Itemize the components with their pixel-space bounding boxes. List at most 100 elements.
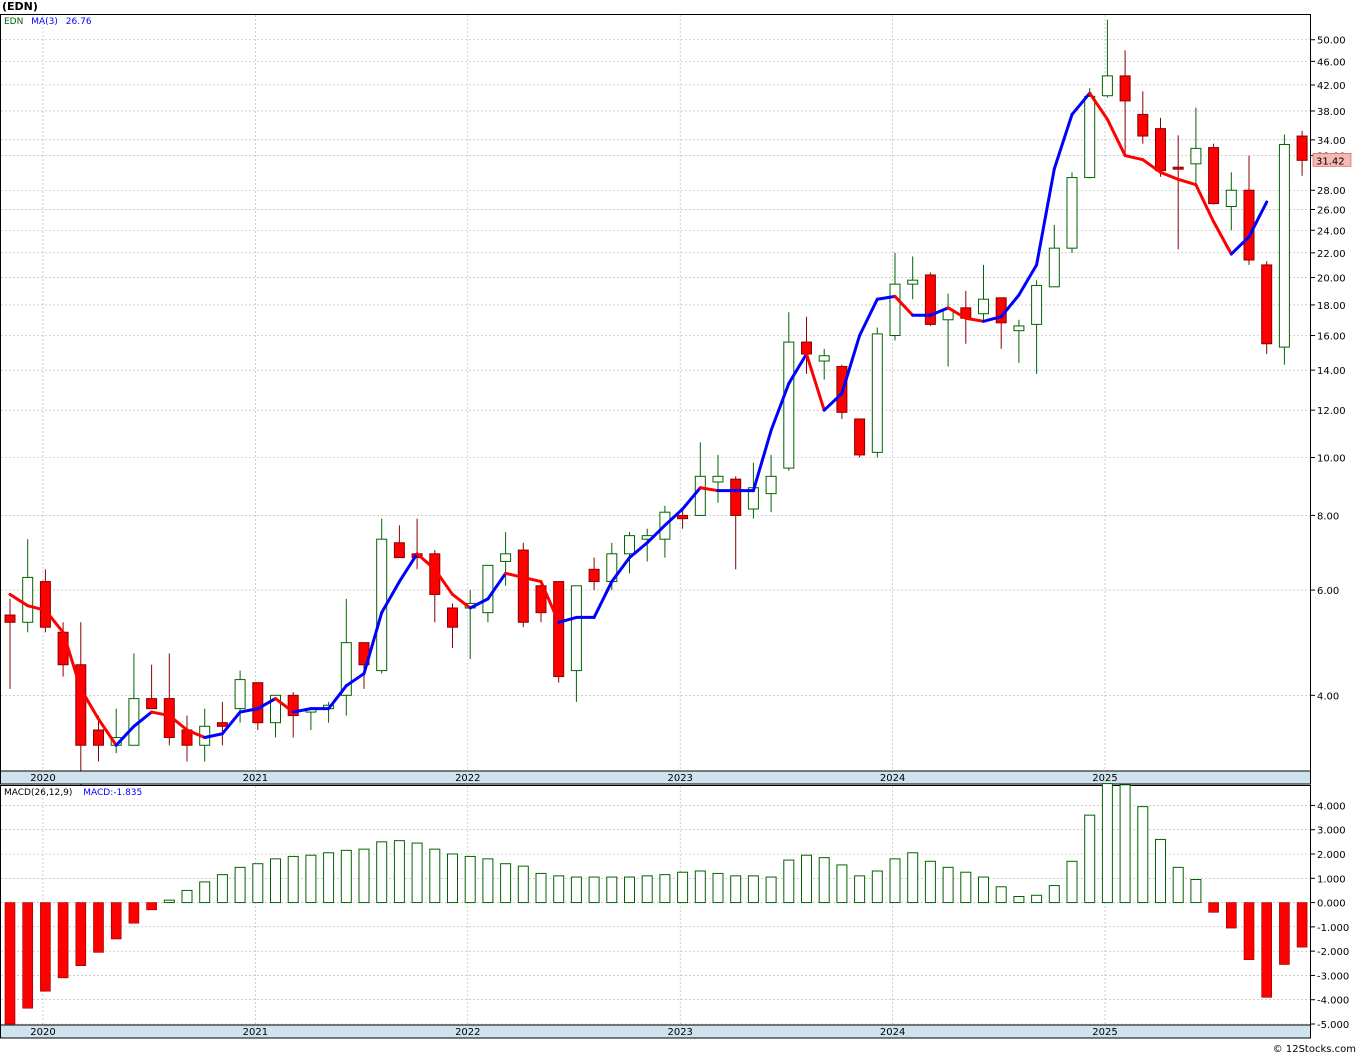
candle xyxy=(907,256,919,300)
price-tick-label: 34.00 xyxy=(1317,136,1346,147)
candle-body xyxy=(801,341,812,355)
moving-average-line xyxy=(8,91,1269,747)
ma-segment xyxy=(858,297,879,337)
macd-bar xyxy=(570,876,582,904)
candle-body xyxy=(340,642,352,696)
macd-year-band xyxy=(0,1024,1311,1039)
ma-segment xyxy=(26,604,47,612)
macd-legend: MACD(26,12,9) MACD:-1.835 xyxy=(4,788,142,798)
ma-segment xyxy=(150,710,171,718)
candle xyxy=(1066,172,1078,253)
year-label: 2022 xyxy=(455,773,480,784)
macd-bar xyxy=(765,876,777,904)
macd-legend-label: MACD(26,12,9) xyxy=(4,788,72,798)
legend-symbol: EDN xyxy=(4,17,23,27)
macd-bar xyxy=(358,848,370,904)
ma-segment xyxy=(1229,235,1251,256)
ma-segment xyxy=(610,556,631,584)
candle-body xyxy=(694,475,706,516)
macd-bar xyxy=(464,855,476,904)
macd-bar xyxy=(270,858,281,904)
candle-body xyxy=(75,664,87,746)
candle-body xyxy=(1101,75,1113,97)
macd-tick-label: 3.000 xyxy=(1317,826,1346,837)
ma-segment xyxy=(8,592,30,608)
ma-segment xyxy=(1247,200,1269,239)
macd-bar xyxy=(199,881,211,904)
macd-tick-label: -3.000 xyxy=(1317,971,1349,982)
ma-segment xyxy=(681,486,702,511)
macd-bar xyxy=(234,866,246,904)
candle-body xyxy=(447,607,458,628)
year-label: 2020 xyxy=(30,1027,55,1038)
candle-body xyxy=(1261,264,1273,345)
macd-tick-label: -2.000 xyxy=(1317,947,1349,958)
macd-bar xyxy=(1031,894,1043,904)
macd-bar xyxy=(783,859,795,904)
ma-segment xyxy=(751,428,773,493)
ma-segment xyxy=(61,630,83,691)
price-tick-label: 20.00 xyxy=(1317,274,1346,285)
candle xyxy=(624,532,635,574)
macd-bar xyxy=(305,854,317,904)
macd-bar xyxy=(411,842,423,904)
candle xyxy=(4,598,16,689)
macd-bar xyxy=(801,854,812,904)
macd-tick-label: 4.000 xyxy=(1317,801,1346,812)
ma-segment xyxy=(468,597,490,610)
candle-body xyxy=(1225,189,1237,207)
candle-body xyxy=(871,333,883,453)
ma-segment xyxy=(1035,167,1056,267)
candle xyxy=(871,327,883,458)
ma-segment xyxy=(1212,220,1233,256)
candle-body xyxy=(535,585,547,614)
ma-segment xyxy=(1194,183,1216,224)
macd-bar xyxy=(1048,885,1060,904)
ma-segment xyxy=(557,615,578,624)
ma-segment xyxy=(787,352,808,385)
ma-segment xyxy=(433,567,454,596)
ma-segment xyxy=(97,717,118,747)
macd-bar xyxy=(252,863,264,904)
macd-bar xyxy=(907,852,919,904)
ma-segment xyxy=(238,707,260,714)
macd-bar xyxy=(110,902,122,940)
macd-legend-value: -1.835 xyxy=(113,788,142,798)
ma-segment xyxy=(486,571,508,601)
legend-ma-label: MA(3) xyxy=(31,17,58,27)
candle-body xyxy=(39,581,51,628)
ma-segment xyxy=(167,714,189,732)
candle xyxy=(517,542,529,628)
candle xyxy=(93,715,104,762)
macd-bar xyxy=(340,849,352,904)
macd-bar xyxy=(588,876,600,904)
ma-segment xyxy=(504,571,525,579)
candle-body xyxy=(393,542,405,559)
candle-body xyxy=(1119,75,1131,102)
macd-axis: 4.000 3.000 2.000 1.000 0.000 -1.000 -2.000 -3.… xyxy=(1310,801,1349,1031)
macd-bar xyxy=(216,874,228,904)
macd-bar xyxy=(287,855,299,904)
macd-bar xyxy=(482,858,494,904)
ma-segment xyxy=(663,507,685,527)
price-tick-label: 22.00 xyxy=(1317,249,1346,260)
candle-body xyxy=(1155,128,1166,172)
price-tick-label: 38.00 xyxy=(1317,107,1346,118)
price-year-band xyxy=(0,770,1311,785)
ma-segment xyxy=(982,315,1003,323)
candle xyxy=(1296,130,1308,176)
macd-bar xyxy=(1101,783,1113,904)
candle xyxy=(39,569,51,633)
candle xyxy=(22,539,34,633)
candle-body xyxy=(730,478,742,516)
candle-body xyxy=(1208,147,1220,205)
macd-bar xyxy=(871,870,883,904)
macd-bar xyxy=(747,875,759,904)
ma-segment xyxy=(203,732,224,740)
chart-title: (EDN) xyxy=(2,0,38,13)
ma-segment xyxy=(274,697,295,714)
candle-body xyxy=(146,698,158,710)
ma-segment xyxy=(1159,170,1180,181)
candle-body xyxy=(677,514,689,520)
price-tick-label: 16.00 xyxy=(1317,331,1346,342)
